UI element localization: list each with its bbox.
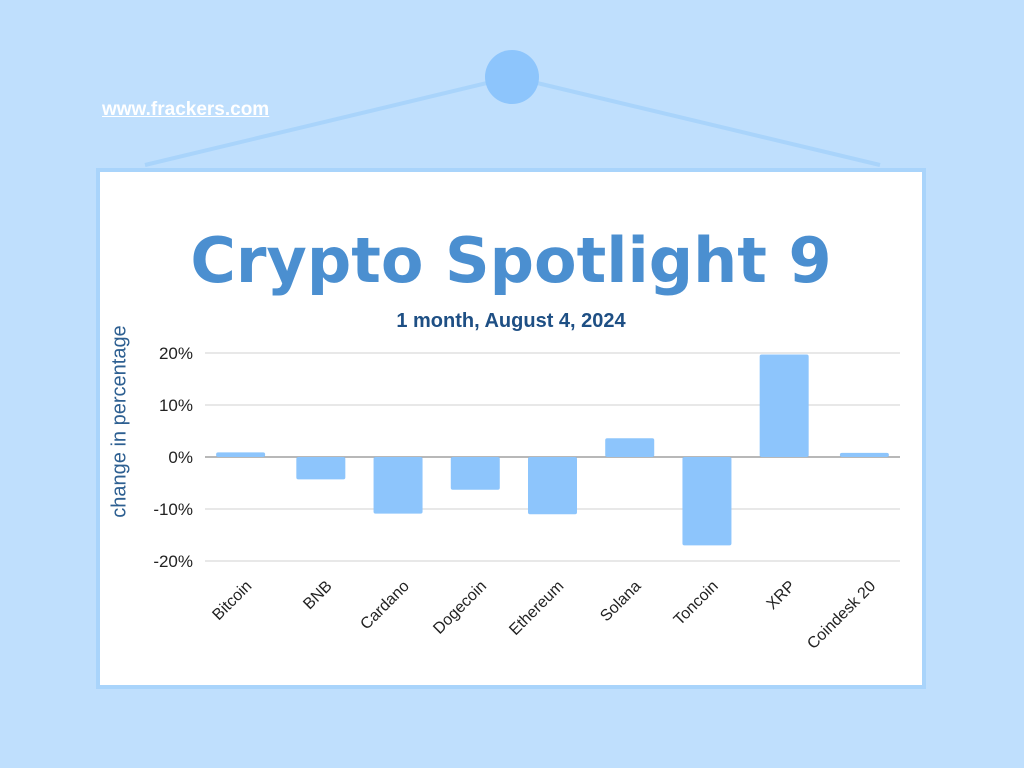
bar-chart: 20% 10% 0% -10% -20% Bitcoin BNB Cardano Dogecoi… <box>153 344 900 653</box>
bar-xrp <box>759 354 809 457</box>
y-tick-label: -20% <box>153 552 193 571</box>
bar-solana <box>605 438 655 457</box>
x-tick-label: BNB <box>300 578 335 613</box>
x-tick-label: Solana <box>597 578 644 625</box>
hanger-pin-icon <box>485 50 539 104</box>
bar-bitcoin <box>216 452 266 457</box>
y-tick-label: 10% <box>159 396 193 415</box>
x-tick-label: Ethereum <box>506 578 567 639</box>
bar-ethereum <box>528 457 577 515</box>
hanger-string-right <box>511 75 881 167</box>
y-tick-label: 20% <box>159 344 193 363</box>
x-tick-label: Toncoin <box>671 578 722 629</box>
hanger-string-left <box>144 75 513 167</box>
chart-subtitle: 1 month, August 4, 2024 <box>396 310 626 332</box>
bar-dogecoin <box>450 457 500 490</box>
x-tick-label: XRP <box>764 578 799 613</box>
x-tick-label: Bitcoin <box>209 578 255 624</box>
y-tick-label: -10% <box>153 500 193 519</box>
x-tick-label: Coindesk 20 <box>804 578 879 653</box>
y-tick-label: 0% <box>168 448 193 467</box>
x-tick-label: Cardano <box>357 578 412 633</box>
website-link[interactable]: www.frackers.com <box>102 99 270 120</box>
chart-card: Crypto Spotlight 9 1 month, August 4, 20… <box>96 168 926 689</box>
bar-coindesk-20 <box>839 452 889 457</box>
x-tick-label: Dogecoin <box>430 578 490 638</box>
bar-cardano <box>373 457 423 514</box>
bar-bnb <box>296 457 346 480</box>
bar-toncoin <box>682 457 732 546</box>
chart-title: Crypto Spotlight 9 <box>190 224 832 297</box>
